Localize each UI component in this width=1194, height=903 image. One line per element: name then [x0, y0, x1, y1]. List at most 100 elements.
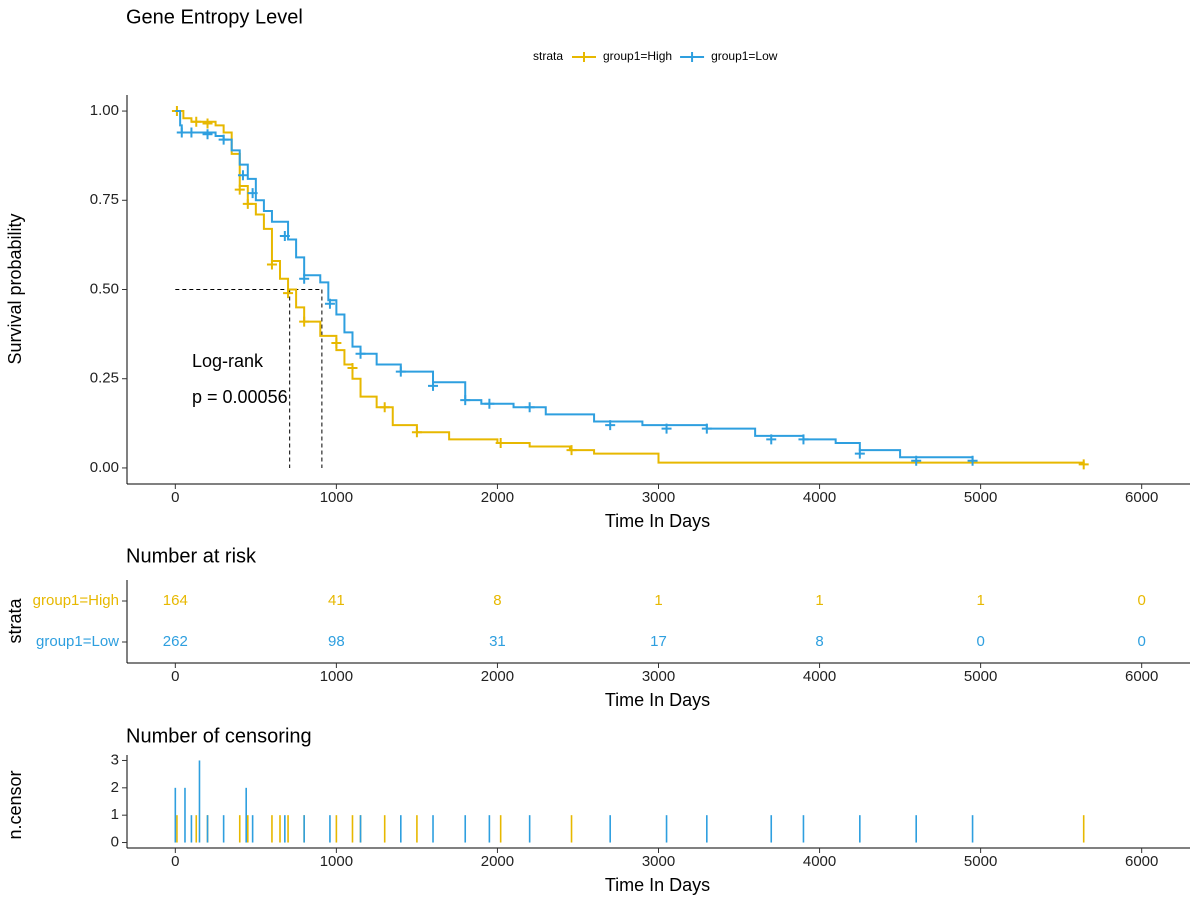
- y-tick-label: 0.50: [90, 280, 119, 297]
- censor-bar: [528, 815, 531, 843]
- survival-curve: [175, 110, 1085, 465]
- x-tick-label: 5000: [964, 853, 997, 870]
- censor-mark: [324, 298, 335, 309]
- censor-mark: [524, 402, 535, 413]
- censor-bar: [238, 815, 241, 843]
- censor-mark: [495, 437, 506, 448]
- censor-mark: [1078, 459, 1089, 470]
- censor-bar: [271, 815, 273, 843]
- censor-mark: [766, 434, 777, 445]
- censor-bar: [359, 815, 362, 843]
- censor-bar: [222, 815, 225, 843]
- censor-mark: [237, 170, 248, 181]
- censor-mark: [605, 420, 616, 431]
- censor-bar: [971, 815, 974, 843]
- x-tick-label: 6000: [1125, 668, 1158, 685]
- censor-mark: [854, 448, 865, 459]
- censor-bar: [329, 815, 331, 843]
- censor-mark: [234, 184, 245, 195]
- censor-bar: [464, 815, 467, 843]
- censor-mark: [798, 434, 809, 445]
- risk-count: 0: [1138, 633, 1146, 650]
- censor-mark: [279, 230, 290, 241]
- censor-mark: [266, 259, 277, 270]
- censor-mark: [242, 198, 253, 209]
- survival-curve: [175, 110, 974, 461]
- legend-title: strata: [533, 49, 563, 63]
- y-tick-label: 0.00: [90, 459, 119, 476]
- censor-bar: [432, 815, 434, 843]
- censor-bar: [665, 815, 668, 843]
- censor-bar: [184, 787, 186, 843]
- annotation: Log-rank: [192, 351, 264, 371]
- risk-count: 31: [489, 633, 506, 650]
- risk-count: 164: [163, 592, 188, 609]
- censor-bar: [284, 815, 286, 843]
- x-tick-label: 4000: [803, 853, 836, 870]
- censor-mark: [202, 118, 213, 129]
- censor-bar: [706, 815, 708, 843]
- censor-mark: [191, 116, 202, 127]
- legend-label: group1=High: [603, 49, 672, 63]
- y-tick-label: 2: [111, 779, 119, 796]
- x-tick-label: 6000: [1125, 489, 1158, 506]
- censor-mark: [484, 398, 495, 409]
- censor-bar: [174, 787, 177, 843]
- censor-mark: [379, 402, 390, 413]
- y-tick-label: 1.00: [90, 102, 119, 119]
- censor-bar: [400, 815, 402, 843]
- censor-mark: [347, 363, 358, 374]
- censor-bar: [246, 815, 249, 843]
- risk-count: 8: [493, 592, 501, 609]
- censor-mark: [661, 423, 672, 434]
- censor-bar: [287, 815, 289, 843]
- y-axis-label: n.censor: [5, 770, 25, 839]
- x-axis-label: Time In Days: [605, 875, 710, 895]
- x-tick-label: 3000: [642, 668, 675, 685]
- y-tick-label: 3: [111, 751, 119, 768]
- censor-bar: [303, 815, 305, 843]
- censor-bar: [1082, 815, 1085, 843]
- row-label: group1=Low: [36, 633, 119, 650]
- censor-bar: [609, 815, 611, 843]
- risk-count: 0: [976, 633, 984, 650]
- censor-mark: [218, 134, 229, 145]
- censor-mark: [299, 316, 310, 327]
- risk-count: 41: [328, 592, 345, 609]
- risk-title: Number at risk: [126, 545, 257, 567]
- x-tick-label: 2000: [481, 853, 514, 870]
- chart-title: Gene Entropy Level: [126, 6, 303, 28]
- censor-mark: [247, 188, 258, 199]
- x-tick-label: 3000: [642, 853, 675, 870]
- censor-bar: [915, 815, 917, 843]
- risk-count: 98: [328, 633, 345, 650]
- censor-bar: [335, 815, 338, 843]
- censor-mark: [331, 338, 342, 349]
- censor-bar: [416, 815, 418, 843]
- censor-mark: [566, 445, 577, 456]
- censor-bar: [195, 815, 198, 843]
- y-axis-label: Survival probability: [5, 213, 25, 364]
- x-tick-label: 4000: [803, 668, 836, 685]
- y-tick-label: 0: [111, 833, 119, 850]
- censor-bar: [279, 815, 281, 843]
- censor-bar: [802, 815, 805, 843]
- row-label: group1=High: [33, 592, 119, 609]
- censor-bar: [245, 787, 247, 843]
- risk-count: 262: [163, 633, 188, 650]
- censor-mark: [701, 423, 712, 434]
- censor-bar: [351, 815, 354, 843]
- censor-mark: [460, 395, 471, 406]
- censor-mark: [395, 366, 406, 377]
- annotation: p = 0.00056: [192, 387, 288, 407]
- x-tick-label: 4000: [803, 489, 836, 506]
- x-tick-label: 2000: [481, 668, 514, 685]
- censor-mark: [176, 127, 187, 138]
- censor-bar: [251, 815, 254, 843]
- x-tick-label: 1000: [320, 853, 353, 870]
- censor-bar: [770, 815, 773, 843]
- legend-label: group1=Low: [711, 49, 778, 63]
- x-axis-label: Time In Days: [605, 690, 710, 710]
- x-tick-label: 6000: [1125, 853, 1158, 870]
- censor-bar: [570, 815, 573, 843]
